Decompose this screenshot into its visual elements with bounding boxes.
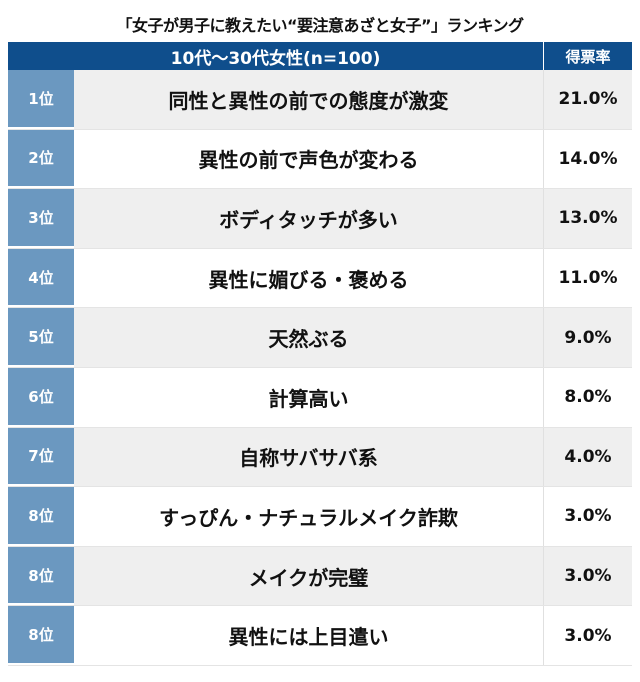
item-cell: 異性の前で声色が変わる bbox=[74, 129, 543, 189]
table-row: 3位 ボディタッチが多い 13.0% bbox=[8, 189, 632, 249]
item-cell: すっぴん・ナチュラルメイク詐欺 bbox=[74, 487, 543, 546]
rank-cell: 5位 bbox=[8, 308, 74, 367]
rank-cell: 7位 bbox=[8, 427, 74, 487]
item-cell: メイクが完璧 bbox=[74, 546, 543, 606]
rank-cell: 2位 bbox=[8, 129, 74, 189]
rank-cell: 1位 bbox=[8, 70, 74, 129]
rank-cell: 4位 bbox=[8, 248, 74, 308]
table-row: 8位 異性には上目遣い 3.0% bbox=[8, 606, 632, 666]
rank-cell: 8位 bbox=[8, 606, 74, 665]
table-row: 5位 天然ぶる 9.0% bbox=[8, 308, 632, 368]
table-row: 4位 異性に媚びる・褒める 11.0% bbox=[8, 248, 632, 309]
table-row: 6位 計算高い 8.0% bbox=[8, 367, 632, 428]
table-row: 7位 自称サバサバ系 4.0% bbox=[8, 427, 632, 488]
table-row: 2位 異性の前で声色が変わる 14.0% bbox=[8, 129, 632, 190]
chart-title: 「女子が男子に教えたい“要注意あざと女子”」ランキング bbox=[116, 16, 524, 35]
item-cell: 自称サバサバ系 bbox=[74, 427, 543, 487]
item-cell: ボディタッチが多い bbox=[74, 189, 543, 248]
rank-cell: 8位 bbox=[8, 546, 74, 606]
rate-cell: 4.0% bbox=[543, 427, 632, 487]
rate-cell: 3.0% bbox=[543, 546, 632, 606]
rate-cell: 14.0% bbox=[543, 129, 632, 189]
item-cell: 異性には上目遣い bbox=[74, 606, 543, 665]
table-body: 1位 同性と異性の前での態度が激変 21.0% 2位 異性の前で声色が変わる 14.0% 3… bbox=[8, 70, 632, 666]
table-header: 10代〜30代女性(n=100) 得票率 bbox=[8, 42, 632, 70]
rate-cell: 21.0% bbox=[543, 70, 632, 129]
rate-cell: 9.0% bbox=[543, 308, 632, 367]
table-row: 8位 メイクが完璧 3.0% bbox=[8, 546, 632, 607]
item-cell: 天然ぶる bbox=[74, 308, 543, 367]
table-row: 8位 すっぴん・ナチュラルメイク詐欺 3.0% bbox=[8, 487, 632, 547]
rate-cell: 3.0% bbox=[543, 487, 632, 546]
item-cell: 計算高い bbox=[74, 367, 543, 427]
rank-cell: 6位 bbox=[8, 367, 74, 427]
ranking-table: 10代〜30代女性(n=100) 得票率 1位 同性と異性の前での態度が激変 21.… bbox=[8, 42, 632, 666]
item-cell: 同性と異性の前での態度が激変 bbox=[74, 70, 543, 129]
rate-cell: 11.0% bbox=[543, 248, 632, 308]
header-group: 10代〜30代女性(n=100) bbox=[170, 48, 381, 69]
rank-cell: 3位 bbox=[8, 189, 74, 248]
item-cell: 異性に媚びる・褒める bbox=[74, 248, 543, 308]
rank-cell: 8位 bbox=[8, 487, 74, 546]
rate-cell: 3.0% bbox=[543, 606, 632, 665]
header-rate: 得票率 bbox=[543, 42, 632, 70]
table-row: 1位 同性と異性の前での態度が激変 21.0% bbox=[8, 70, 632, 130]
rate-cell: 13.0% bbox=[543, 189, 632, 248]
rate-cell: 8.0% bbox=[543, 367, 632, 427]
